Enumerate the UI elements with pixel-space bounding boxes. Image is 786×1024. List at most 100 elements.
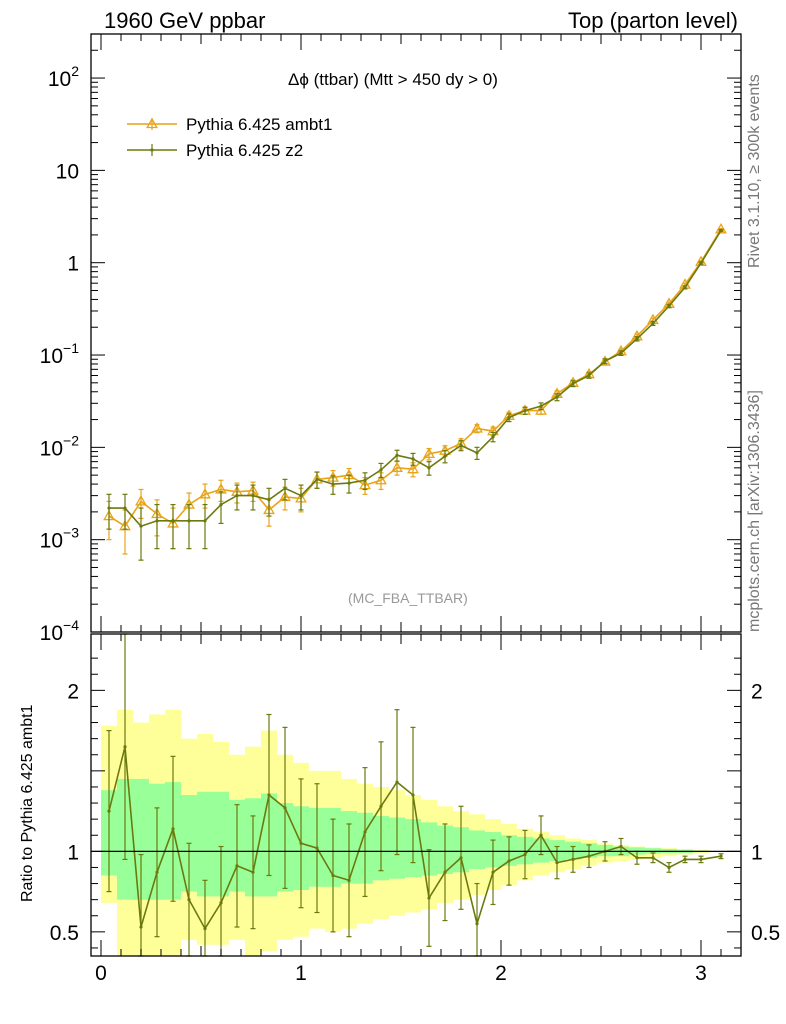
mcplots-label: mcplots.cern.ch [arXiv:1306.3436]: [746, 390, 763, 632]
y-tick-exponent: 2: [71, 63, 79, 79]
x-tick-label: 0: [95, 962, 107, 985]
ratio-point: [507, 859, 511, 863]
chart-title-symbol: Δϕ: [288, 70, 309, 89]
data-point-triangle: [135, 495, 147, 506]
ratio-point: [719, 854, 723, 858]
band-green-bin: [421, 822, 437, 876]
chart-title-text: (ttbar) (Mtt > 450 dy > 0): [308, 70, 498, 89]
data-point-dot: [235, 494, 239, 498]
ratio-y-tick-label-left: 2: [67, 680, 79, 703]
band-green-bin: [133, 778, 149, 900]
y-tick-exponent: −4: [63, 617, 79, 633]
data-point-dot: [667, 304, 671, 308]
data-point-dot: [315, 477, 319, 481]
y-tick-label: 10−3: [40, 525, 80, 553]
data-point-dot: [507, 416, 511, 420]
legend-label: Pythia 6.425 z2: [186, 141, 303, 160]
band-green-bin: [197, 791, 213, 897]
data-point-dot: [443, 454, 447, 458]
ratio-point: [363, 830, 367, 834]
data-point-dot: [683, 285, 687, 290]
data-point-dot: [459, 443, 463, 447]
ratio-point: [459, 856, 463, 860]
ratio-point: [539, 833, 543, 837]
data-point-dot: [347, 481, 351, 485]
ratio-point: [139, 925, 143, 929]
ratio-point: [315, 846, 319, 850]
data-point-dot: [299, 494, 303, 498]
ratio-ylabel: Ratio to Pythia 6.425 ambt1: [19, 704, 36, 902]
rivet-version-label: Rivet 3.1.10, ≥ 300k events: [746, 74, 763, 268]
ratio-point: [587, 854, 591, 858]
header-right-label: Top (parton level): [568, 8, 738, 33]
main-frame: [90, 33, 742, 633]
y-tick-exponent: −1: [63, 340, 79, 356]
ratio-point: [347, 878, 351, 882]
data-point-triangle: [423, 447, 435, 459]
data-point-dot: [267, 498, 271, 502]
data-point-dot: [491, 435, 495, 439]
data-point-triangle: [375, 473, 387, 485]
ratio-point: [427, 896, 431, 900]
data-point-dot: [203, 519, 207, 523]
data-point-dot: [555, 395, 559, 399]
axes: 102 10 1 10−1 10−2 10−3 10−4 2 2 1 1 0.5 0.5 0 1 2 3: [40, 33, 780, 985]
data-point-dot: [283, 486, 287, 490]
band-green-bin: [213, 791, 229, 897]
data-point-dot: [379, 468, 383, 472]
y-tick-exponent: −3: [63, 525, 79, 541]
ratio-point: [523, 852, 527, 857]
band-green-bin: [469, 830, 485, 870]
data-point-dot: [107, 506, 111, 510]
x-tick-label: 3: [695, 962, 707, 985]
y-tick-exponent: −2: [63, 432, 79, 448]
data-point-triangle: [471, 422, 483, 433]
ratio-point: [619, 844, 623, 849]
y-tick-label: 10−2: [40, 432, 80, 460]
data-point-triangle: [199, 487, 211, 499]
data-point-dot: [635, 337, 639, 341]
ratio-point: [123, 745, 127, 749]
ratio-point: [267, 793, 271, 797]
data-point-dot: [539, 404, 543, 408]
ratio-point: [219, 901, 223, 905]
legend: Pythia 6.425 ambt1 Pythia 6.425 z2: [127, 115, 332, 160]
data-point-triangle: [695, 255, 707, 267]
ratio-point: [571, 857, 575, 862]
data-point-dot: [395, 453, 399, 457]
ratio-point: [331, 873, 335, 878]
data-point-dot: [123, 506, 127, 510]
y-tick-label: 10−1: [40, 340, 80, 368]
y-tick-label: 102: [48, 63, 79, 91]
chart-title: Δϕ (ttbar) (Mtt > 450 dy > 0): [288, 70, 498, 90]
data-point-dot: [155, 519, 159, 523]
ratio-point: [555, 861, 559, 865]
ratio-y-tick-label-left: 0.5: [50, 922, 79, 945]
ratio-point: [203, 927, 207, 931]
y-tick-label: 10−4: [40, 617, 80, 645]
ratio-point: [187, 898, 191, 902]
main-series: [103, 222, 727, 561]
data-point-dot: [331, 482, 335, 486]
series-line: [108, 228, 722, 528]
y-tick-label: 1: [67, 253, 79, 276]
data-point-dot: [571, 382, 575, 386]
data-point-triangle: [391, 461, 403, 472]
ratio-point: [299, 841, 303, 845]
ratio-point: [411, 793, 415, 797]
ratio-point: [683, 857, 687, 862]
data-point-dot: [523, 409, 527, 413]
ratio-bands: [101, 709, 709, 956]
data-point-dot: [363, 478, 367, 482]
data-point-dot: [251, 494, 255, 498]
data-point-dot: [139, 524, 143, 528]
ratio-y-tick-label-right: 2: [751, 680, 763, 703]
data-point-dot: [587, 373, 591, 378]
data-point-dot: [427, 466, 431, 470]
ratio-point: [283, 806, 287, 810]
data-point-dot: [171, 519, 175, 523]
ratio-y-tick-label-left: 1: [67, 841, 79, 864]
ratio-frame: [90, 633, 742, 957]
legend-label: Pythia 6.425 ambt1: [186, 115, 332, 134]
